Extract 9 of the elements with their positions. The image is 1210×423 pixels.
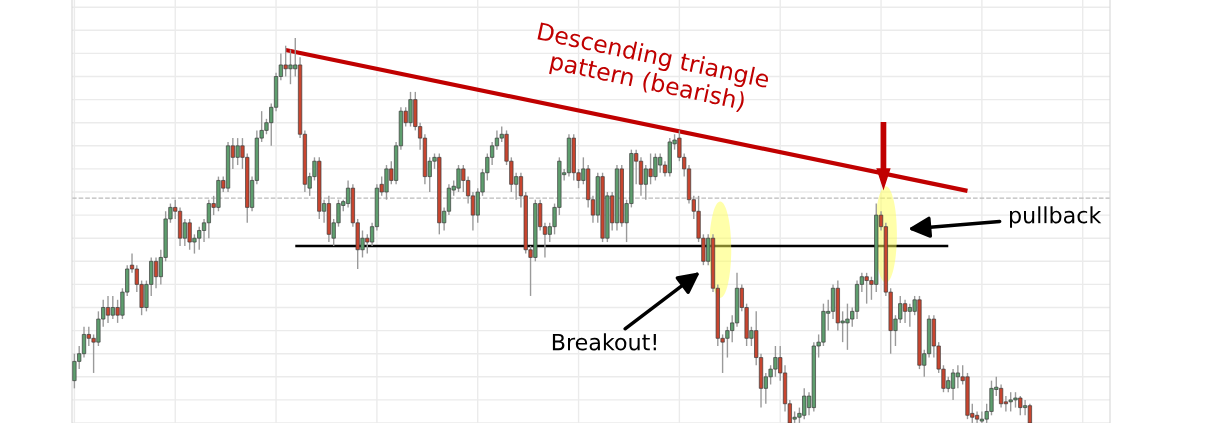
annotation: pullback xyxy=(1010,206,1102,228)
candlestick xyxy=(1027,403,1032,423)
candlestick xyxy=(81,326,87,359)
candlestick xyxy=(830,283,836,320)
annotation: Breakout! xyxy=(552,333,656,351)
candlestick xyxy=(153,256,159,289)
candlestick xyxy=(105,295,111,324)
candlestick xyxy=(638,156,644,197)
candlestick xyxy=(902,299,908,324)
